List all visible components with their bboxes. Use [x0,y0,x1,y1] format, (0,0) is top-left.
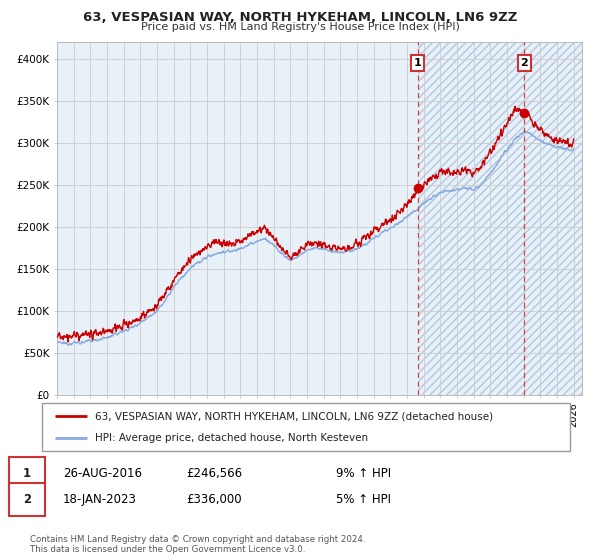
Text: 18-JAN-2023: 18-JAN-2023 [63,493,137,506]
Text: 9% ↑ HPI: 9% ↑ HPI [336,466,391,480]
Text: Price paid vs. HM Land Registry's House Price Index (HPI): Price paid vs. HM Land Registry's House … [140,22,460,32]
Text: £246,566: £246,566 [186,466,242,480]
Text: 2: 2 [521,58,529,68]
Text: HPI: Average price, detached house, North Kesteven: HPI: Average price, detached house, Nort… [95,433,368,443]
Text: 26-AUG-2016: 26-AUG-2016 [63,466,142,480]
Text: £336,000: £336,000 [186,493,242,506]
FancyBboxPatch shape [42,403,570,451]
Bar [418,42,582,395]
Text: 2: 2 [23,493,31,506]
Text: 1: 1 [23,466,31,480]
Text: 63, VESPASIAN WAY, NORTH HYKEHAM, LINCOLN, LN6 9ZZ (detached house): 63, VESPASIAN WAY, NORTH HYKEHAM, LINCOL… [95,411,493,421]
Text: Contains HM Land Registry data © Crown copyright and database right 2024.
This d: Contains HM Land Registry data © Crown c… [30,535,365,554]
Text: 5% ↑ HPI: 5% ↑ HPI [336,493,391,506]
Text: 63, VESPASIAN WAY, NORTH HYKEHAM, LINCOLN, LN6 9ZZ: 63, VESPASIAN WAY, NORTH HYKEHAM, LINCOL… [83,11,517,24]
Text: 1: 1 [414,58,422,68]
